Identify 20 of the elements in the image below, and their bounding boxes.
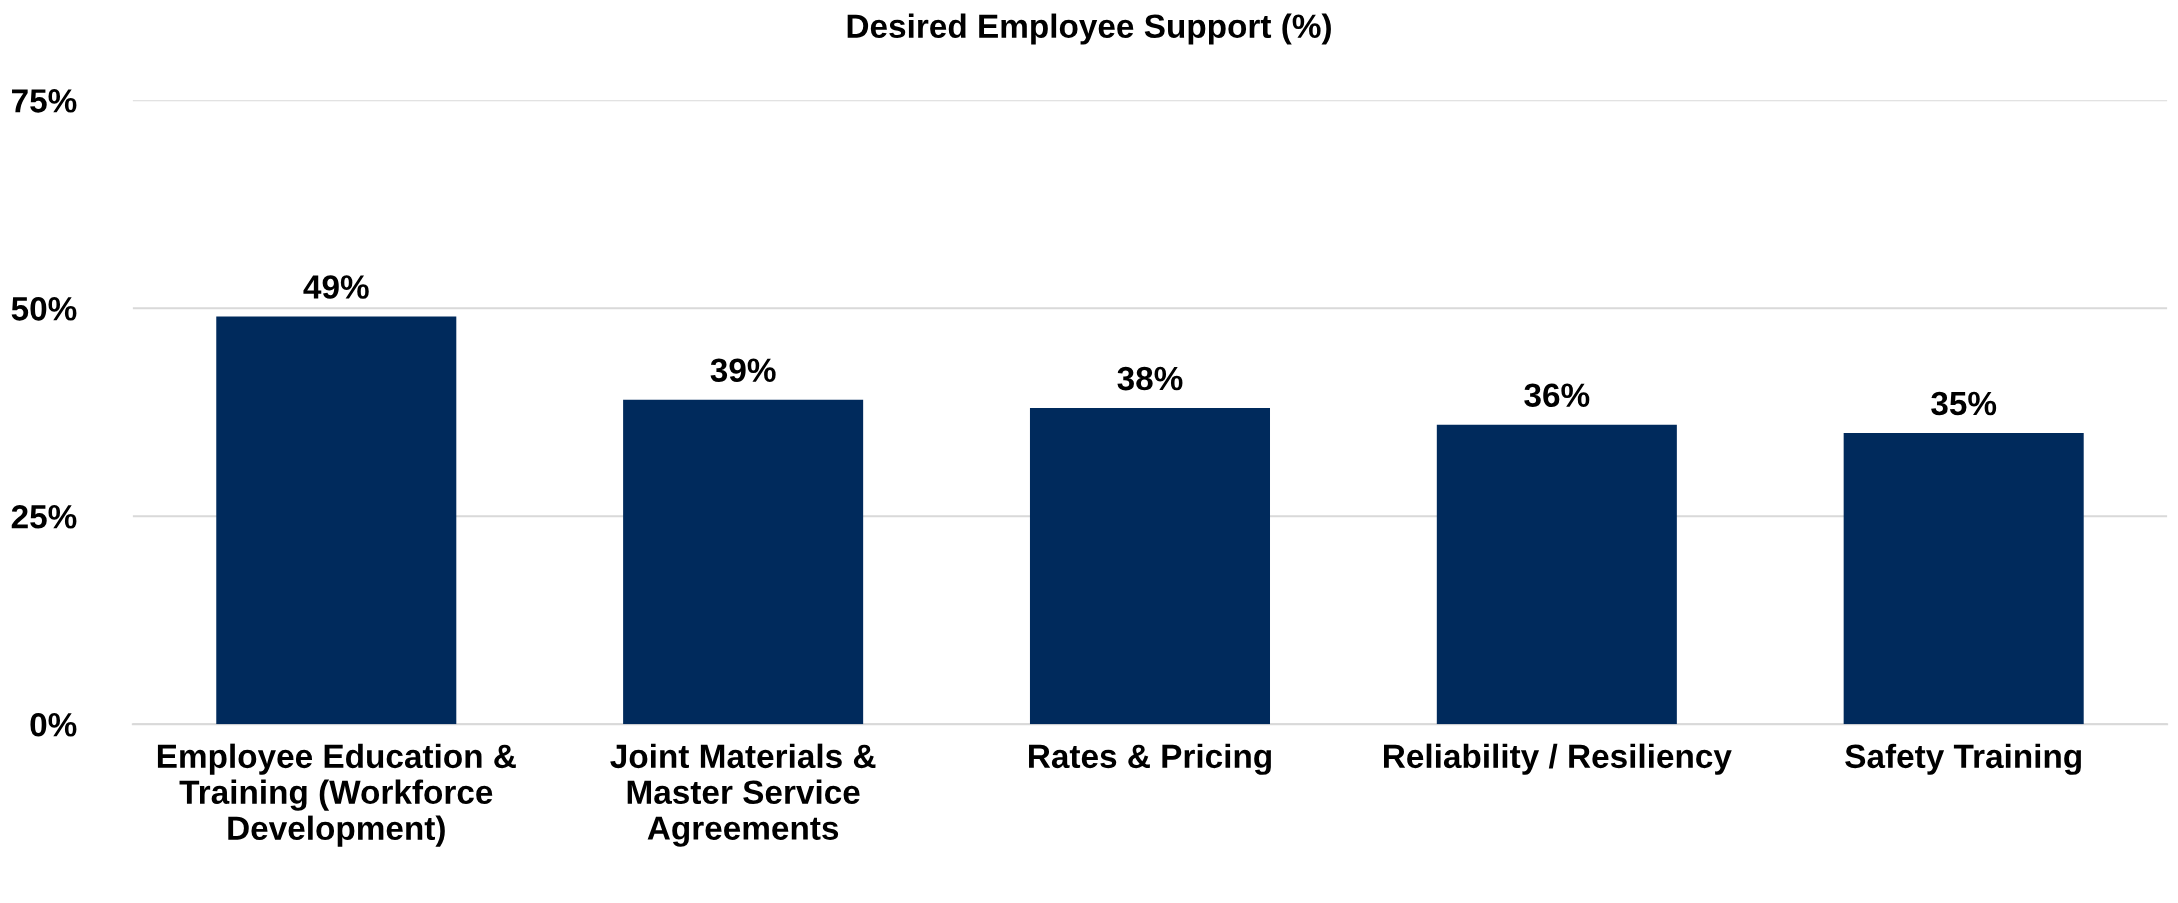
x-tick-label: Employee Education & Training (Workforce Development)	[157, 743, 516, 847]
x-tick-label: Safety Training	[1845, 743, 2081, 775]
bar	[216, 316, 457, 725]
y-tick-label: 75%	[12, 89, 77, 113]
data-label: 36%	[1524, 383, 1590, 408]
x-tick-label: Joint Materials & Master Service Agreements	[610, 743, 876, 847]
y-tick-label: 50%	[11, 297, 77, 321]
bar	[1029, 408, 1270, 725]
data-label: 35%	[1931, 391, 1997, 416]
x-tick-label: Reliability / Resiliency	[1384, 743, 1732, 775]
chart-title: Desired Employee Support (%)	[847, 13, 1331, 45]
data-label: 38%	[1117, 366, 1183, 391]
bar	[623, 399, 864, 725]
y-tick-label: 25%	[11, 505, 77, 529]
y-tick-label: 0%	[30, 713, 77, 737]
x-tick-label: Rates & Pricing	[1029, 743, 1271, 775]
bar	[1436, 424, 1677, 725]
bar	[1843, 433, 2084, 725]
data-label: 49%	[303, 275, 369, 299]
data-label: 39%	[710, 358, 776, 383]
